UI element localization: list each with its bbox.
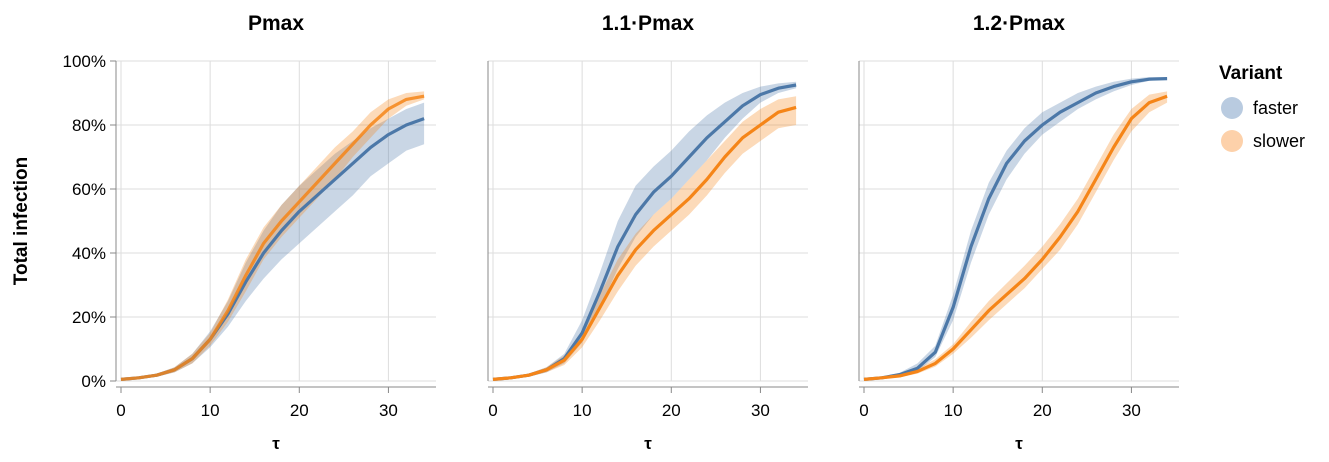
x-axis-title: τ	[644, 434, 652, 453]
band-slower	[864, 91, 1168, 381]
x-tick-label: 0	[116, 401, 125, 420]
band-faster	[864, 77, 1168, 380]
x-tick-label: 20	[1033, 401, 1052, 420]
panel-title: 1.2·Pmax	[973, 12, 1066, 35]
x-tick-label: 10	[944, 401, 963, 420]
panel-2: 0 10 20 30 τ 1.1·Pmax	[487, 12, 808, 453]
legend-swatch-slower	[1221, 130, 1243, 152]
band-slower	[121, 91, 425, 381]
panel-title: 1.1·Pmax	[602, 12, 695, 35]
legend: Variant faster slower	[1219, 63, 1305, 152]
x-tick-label: 20	[290, 401, 309, 420]
y-tick-label: 40%	[72, 244, 106, 263]
y-axis-title: Total infection	[11, 157, 32, 285]
panel-title: Pmax	[248, 12, 304, 35]
x-axis-title: τ	[272, 434, 280, 453]
x-tick-label: 10	[573, 401, 592, 420]
x-tick-label: 10	[201, 401, 220, 420]
x-tick-label: 0	[488, 401, 497, 420]
y-tick-label: 60%	[72, 180, 106, 199]
y-tick-label: 20%	[72, 308, 106, 327]
y-tick-label: 80%	[72, 116, 106, 135]
line-faster	[863, 77, 1168, 381]
x-axis-title: τ	[1015, 434, 1023, 453]
panel-3: 0 10 20 30 τ 1.2·Pmax	[858, 12, 1179, 453]
x-tick-label: 30	[379, 401, 398, 420]
legend-label-slower: slower	[1253, 131, 1305, 151]
line-slower	[492, 105, 797, 381]
legend-title: Variant	[1219, 63, 1283, 84]
line-slower	[863, 94, 1168, 381]
x-tick-label: 20	[662, 401, 681, 420]
x-tick-label: 0	[859, 401, 868, 420]
x-tick-label: 30	[751, 401, 770, 420]
line-slower	[120, 94, 425, 381]
y-tick-label: 100%	[63, 52, 106, 71]
legend-swatch-faster	[1221, 97, 1243, 119]
panel-1: 0% 20% 40% 60% 80% 100% 0 10 20 30 τ Pmax	[63, 12, 436, 453]
y-tick-label: 0%	[81, 372, 106, 391]
legend-label-faster: faster	[1253, 98, 1298, 118]
x-tick-label: 30	[1122, 401, 1141, 420]
